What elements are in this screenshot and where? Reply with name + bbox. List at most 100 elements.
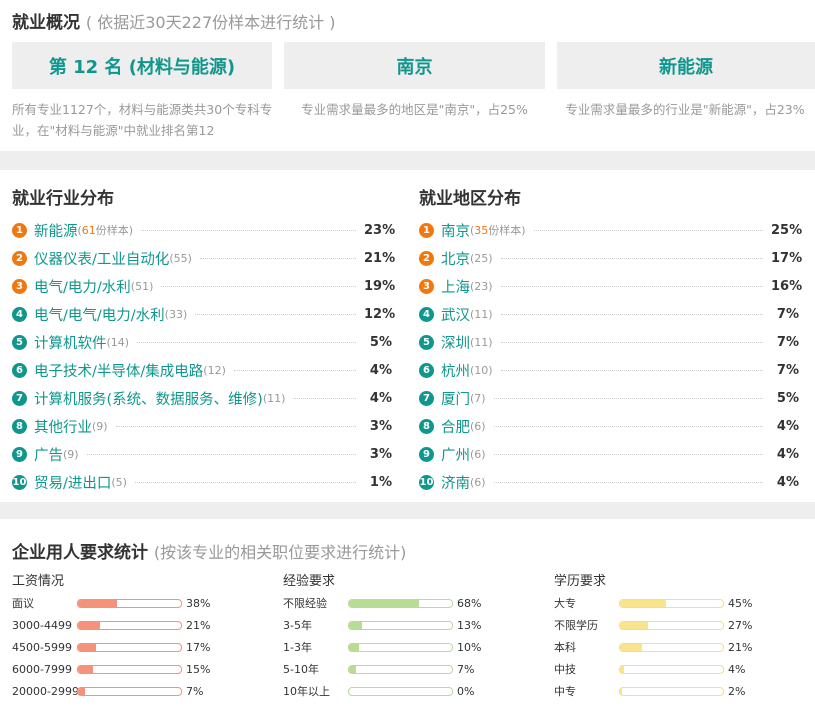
region-row: 9 广州 (6) 4%	[419, 440, 799, 468]
industry-name-link[interactable]: 其他行业	[34, 419, 92, 436]
region-name-link[interactable]: 上海	[441, 279, 470, 296]
region-name-link[interactable]: 武汉	[441, 307, 470, 324]
industry-row: 1 新能源 (61份样本) 23%	[12, 216, 396, 244]
bar-row: 本科 21%	[554, 636, 804, 658]
industry-name-link[interactable]: 广告	[34, 447, 63, 464]
percentage: 16%	[771, 278, 803, 294]
bar-fill	[78, 665, 94, 673]
sample-count: (6)	[470, 447, 486, 461]
bar-fill	[78, 599, 118, 607]
bar-percentage: 10%	[457, 640, 482, 654]
percentage: 4%	[369, 362, 392, 378]
bar-track	[619, 620, 724, 630]
sample-count: (33)	[164, 307, 188, 321]
percentage: 5%	[776, 390, 799, 406]
dotted-leader	[500, 257, 763, 259]
sample-count: (23)	[470, 279, 493, 293]
sample-count: (6)	[470, 419, 486, 433]
industry-list: 1 新能源 (61份样本) 23% 2 仪器仪表/工业自动化 (55) 21% 3 电气/电力/水…	[12, 216, 396, 496]
percentage: 5%	[369, 334, 392, 350]
percentage: 4%	[776, 446, 799, 462]
percentage: 21%	[364, 250, 396, 266]
bar-track	[77, 598, 182, 608]
sample-count: (11)	[470, 335, 493, 349]
bar-percentage: 0%	[457, 684, 475, 698]
percentage: 19%	[364, 278, 396, 294]
percentage: 23%	[364, 222, 396, 238]
industry-name-link[interactable]: 计算机软件	[34, 335, 107, 352]
region-name-link[interactable]: 厦门	[441, 391, 470, 408]
region-row: 8 合肥 (6) 4%	[419, 412, 799, 440]
industry-name-link[interactable]: 电子技术/半导体/集成电路	[34, 363, 204, 380]
dotted-leader	[500, 313, 763, 315]
rank-badge: 8	[419, 418, 434, 434]
bar-row: 5-10年 7%	[283, 658, 533, 680]
region-name-link[interactable]: 广州	[441, 447, 470, 464]
region-name-link[interactable]: 北京	[441, 251, 470, 268]
dotted-leader	[500, 285, 763, 287]
region-row: 6 杭州 (10) 7%	[419, 356, 799, 384]
top-industry-card: 新能源	[557, 42, 815, 89]
requirements-subtitle: (按该专业的相关职位要求进行统计)	[153, 543, 407, 562]
industry-name-link[interactable]: 电气/电气/电力/水利	[34, 307, 165, 324]
bar-label: 6000-7999	[12, 662, 72, 676]
industry-name-link[interactable]: 计算机服务(系统、数据服务、维修)	[34, 391, 263, 408]
industry-row: 4 电气/电气/电力/水利 (33) 12%	[12, 300, 395, 328]
sample-count: (14)	[106, 335, 130, 349]
rank-badge: 7	[12, 390, 27, 406]
region-list: 1 南京 (35份样本) 25% 2 北京 (25) 17% 3 上海 (23) 16% 4 武汉 (11)…	[419, 216, 803, 496]
sample-count-number: 35	[474, 224, 489, 237]
bar-fill	[620, 599, 667, 607]
bar-label: 20000-29999	[12, 684, 86, 698]
requirements-title-text: 企业用人要求统计	[12, 543, 148, 563]
dotted-leader	[233, 369, 356, 371]
industry-name-link[interactable]: 新能源	[34, 223, 78, 240]
bar-row: 中专 2%	[554, 680, 804, 702]
bar-track	[77, 664, 182, 674]
sample-count: (11)	[262, 391, 286, 405]
bar-percentage: 21%	[728, 640, 753, 654]
industry-row: 6 电子技术/半导体/集成电路 (12) 4%	[12, 356, 392, 384]
bar-percentage: 21%	[186, 618, 211, 632]
sample-count-suffix: 份样本	[488, 224, 522, 237]
bar-fill	[78, 643, 96, 651]
rank-badge: 5	[12, 334, 27, 350]
bar-percentage: 38%	[186, 596, 211, 610]
region-name-link[interactable]: 杭州	[441, 363, 470, 380]
sample-count: (55)	[169, 251, 192, 265]
region-name-link[interactable]: 合肥	[441, 419, 470, 436]
dotted-leader	[500, 341, 763, 343]
distribution-section: 就业行业分布 1 新能源 (61份样本) 23% 2 仪器仪表/工业自动化 (55) 21% 3…	[0, 170, 815, 502]
region-name-link[interactable]: 南京	[441, 223, 470, 240]
rank-card-description: 所有专业1127个，材料与能源类共30个专科专业，在"材料与能源"中就业排名第1…	[12, 102, 273, 138]
bar-percentage: 7%	[186, 684, 204, 698]
region-name-link[interactable]: 深圳	[441, 335, 470, 352]
bar-track	[348, 686, 453, 696]
sample-count: (10)	[470, 363, 493, 377]
bar-track	[619, 598, 724, 608]
percentage: 25%	[771, 222, 803, 238]
bar-fill	[620, 643, 642, 651]
overview-section: 就业概况 ( 依据近30天227份样本进行统计 ) 第 12 名 (材料与能源)…	[0, 0, 815, 151]
salary-column: 工资情况 面议 38% 3000-4499 21% 4500-5999 17% 6000-79…	[12, 570, 262, 702]
bar-fill	[349, 599, 420, 607]
bar-track	[619, 642, 724, 652]
bar-row: 4500-5999 17%	[12, 636, 262, 658]
bar-row: 3-5年 13%	[283, 614, 533, 636]
dotted-leader	[115, 425, 356, 427]
sample-count: (6)	[470, 475, 486, 489]
bar-percentage: 17%	[186, 640, 211, 654]
top-industry-description: 专业需求量最多的行业是"新能源"，占23%	[565, 102, 805, 117]
column-header: 工资情况	[12, 574, 65, 589]
industry-name-link[interactable]: 电气/电力/水利	[34, 279, 131, 296]
industry-row: 10 贸易/进出口 (5) 1%	[12, 468, 392, 496]
dotted-leader	[533, 229, 763, 231]
dotted-leader	[195, 313, 356, 315]
industry-row: 5 计算机软件 (14) 5%	[12, 328, 392, 356]
bar-label: 10年以上	[283, 685, 330, 698]
dotted-leader	[86, 453, 356, 455]
region-name-link[interactable]: 济南	[441, 475, 470, 492]
industry-name-link[interactable]: 仪器仪表/工业自动化	[34, 251, 170, 268]
industry-name-link[interactable]: 贸易/进出口	[34, 475, 112, 492]
bar-row: 3000-4499 21%	[12, 614, 262, 636]
